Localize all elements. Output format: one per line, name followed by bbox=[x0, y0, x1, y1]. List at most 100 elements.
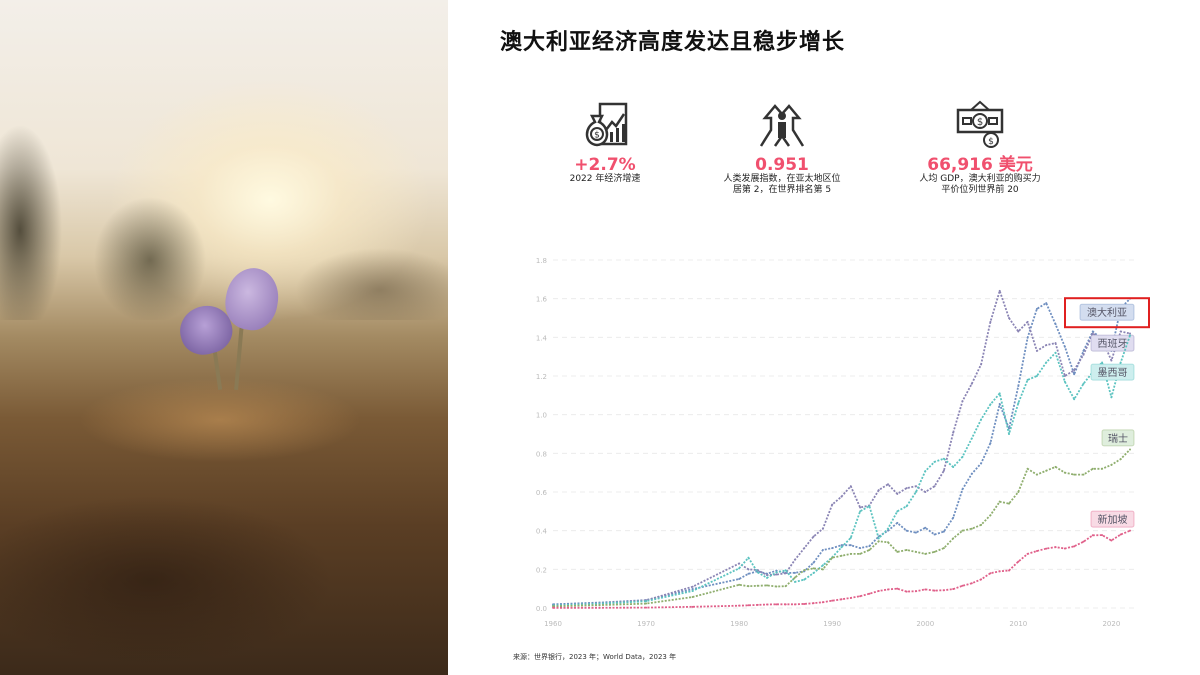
data-point bbox=[1017, 385, 1020, 388]
data-point bbox=[1026, 378, 1029, 381]
data-point bbox=[952, 588, 955, 591]
series-label: 西班牙 bbox=[1098, 338, 1128, 350]
x-tick-label: 1980 bbox=[730, 620, 748, 628]
y-tick-label: 0.0 bbox=[536, 605, 547, 613]
data-point bbox=[803, 569, 806, 572]
data-point bbox=[793, 580, 796, 583]
data-point bbox=[1054, 351, 1057, 354]
data-point bbox=[756, 571, 759, 574]
data-point bbox=[747, 556, 750, 559]
data-point bbox=[1082, 473, 1085, 476]
data-point bbox=[1026, 552, 1029, 555]
data-point bbox=[1091, 330, 1094, 333]
data-point bbox=[961, 455, 964, 458]
data-point bbox=[840, 598, 843, 601]
data-point bbox=[1110, 539, 1113, 542]
data-point bbox=[1054, 323, 1057, 326]
data-point bbox=[989, 442, 992, 445]
data-point bbox=[1045, 469, 1048, 472]
x-tick-label: 1990 bbox=[823, 620, 841, 628]
data-point bbox=[747, 572, 750, 575]
data-point bbox=[905, 487, 908, 490]
data-point bbox=[1054, 546, 1057, 549]
data-point bbox=[980, 523, 983, 526]
data-point bbox=[952, 537, 955, 540]
data-point bbox=[924, 552, 927, 555]
data-point bbox=[645, 600, 648, 603]
data-point bbox=[849, 536, 852, 539]
data-point bbox=[961, 488, 964, 491]
data-point bbox=[924, 526, 927, 529]
data-point bbox=[859, 595, 862, 598]
data-point bbox=[691, 585, 694, 588]
data-point bbox=[887, 527, 890, 530]
data-point bbox=[775, 573, 778, 576]
data-point bbox=[840, 554, 843, 557]
data-point bbox=[980, 578, 983, 581]
data-point bbox=[1045, 302, 1048, 305]
y-tick-label: 0.8 bbox=[536, 450, 547, 458]
data-point bbox=[831, 547, 834, 550]
data-point bbox=[998, 500, 1001, 503]
data-point bbox=[1129, 334, 1131, 337]
data-point bbox=[1063, 471, 1066, 474]
data-point bbox=[914, 590, 917, 593]
stat-desc: 平价位列世界前 20 bbox=[941, 185, 1019, 195]
series-label: 澳大利亚 bbox=[1087, 306, 1127, 319]
data-point bbox=[989, 514, 992, 517]
data-point bbox=[1119, 330, 1122, 333]
data-point bbox=[645, 602, 648, 605]
data-point bbox=[598, 606, 601, 609]
data-point bbox=[1026, 467, 1029, 470]
stat-gdp-growth: $ +2.7% 2022 年经济增速 bbox=[505, 100, 705, 185]
data-point bbox=[896, 492, 899, 495]
data-point bbox=[905, 505, 908, 508]
data-point bbox=[691, 588, 694, 591]
data-point bbox=[1035, 349, 1038, 352]
data-point bbox=[738, 583, 741, 586]
data-point bbox=[868, 545, 871, 548]
data-point bbox=[989, 320, 992, 323]
data-point bbox=[924, 588, 927, 591]
data-point bbox=[840, 495, 843, 498]
data-point bbox=[1035, 375, 1038, 377]
data-point bbox=[766, 576, 769, 579]
x-tick-label: 2000 bbox=[916, 620, 934, 628]
ground bbox=[0, 360, 448, 675]
data-point bbox=[775, 585, 778, 588]
data-point bbox=[1073, 545, 1076, 548]
stat-gdp-per-capita: $ $ 66,916 美元 人均 GDP，澳大利亚的购买力 平价位列世界前 20 bbox=[880, 100, 1080, 196]
data-point bbox=[738, 604, 741, 607]
data-point bbox=[859, 552, 862, 555]
data-point bbox=[859, 547, 862, 550]
data-point bbox=[1101, 534, 1104, 537]
money-bag-growth-chart-icon: $ bbox=[585, 102, 628, 147]
data-point bbox=[942, 547, 945, 550]
stat-desc: 人均 GDP，澳大利亚的购买力 bbox=[919, 174, 1041, 184]
data-point bbox=[1054, 465, 1057, 468]
data-point bbox=[756, 603, 759, 606]
data-point bbox=[766, 574, 769, 577]
series-line bbox=[552, 298, 1131, 606]
x-tick-label: 2020 bbox=[1102, 620, 1120, 628]
data-point bbox=[1035, 307, 1038, 310]
data-point bbox=[859, 506, 862, 509]
data-point bbox=[1091, 467, 1094, 470]
background-trees bbox=[0, 60, 448, 320]
data-point bbox=[803, 547, 806, 550]
data-point bbox=[952, 516, 955, 519]
source-note: 来源：世界银行，2023 年；World Data，2023 年 bbox=[513, 653, 677, 661]
data-point bbox=[821, 601, 824, 604]
highlight-box bbox=[1064, 297, 1150, 329]
data-point bbox=[914, 485, 917, 488]
data-point bbox=[868, 592, 871, 595]
data-point bbox=[747, 585, 750, 588]
data-point bbox=[877, 589, 880, 592]
data-point bbox=[980, 462, 983, 465]
data-point bbox=[849, 544, 852, 547]
data-point bbox=[747, 604, 750, 607]
stat-hdi: 0.951 人类发展指数，在亚太地区位 居第 2，在世界排名第 5 bbox=[682, 100, 882, 196]
series-label-box bbox=[1090, 510, 1135, 528]
data-point bbox=[691, 589, 694, 592]
data-point bbox=[849, 596, 852, 599]
